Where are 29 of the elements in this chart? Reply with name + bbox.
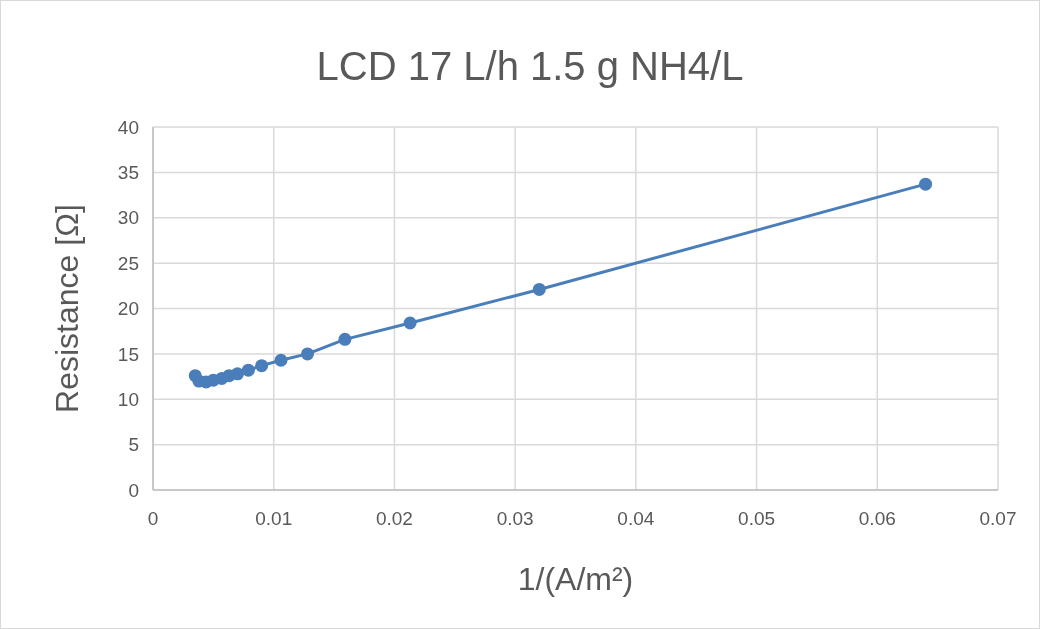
- y-tick-label: 20: [117, 298, 139, 320]
- x-tick-label: 0.01: [255, 508, 293, 529]
- x-tick-label: 0.07: [979, 508, 1017, 529]
- point: [532, 282, 546, 296]
- x-tick-label: 0.02: [375, 508, 413, 529]
- x-tick-label: 0.04: [617, 508, 655, 529]
- point: [231, 367, 244, 381]
- y-tick-label: 25: [117, 252, 139, 274]
- y-tick-label: 0: [128, 479, 139, 501]
- point: [403, 316, 417, 330]
- point: [301, 347, 315, 361]
- y-tick-label: 5: [128, 434, 139, 456]
- x-axis-title: 1/(A/m²): [517, 561, 634, 597]
- y-axis-title: Resistance [Ω]: [49, 204, 85, 413]
- y-tick-label: 30: [117, 207, 139, 229]
- y-tick-label: 35: [117, 162, 139, 184]
- y-tick-label: 15: [117, 343, 139, 365]
- x-tick-label: 0.05: [738, 508, 776, 529]
- y-tick-label: 40: [117, 116, 139, 138]
- point: [274, 353, 288, 367]
- x-tick-label: 0: [147, 508, 159, 529]
- chart-title: LCD 17 L/h 1.5 g NH4/L: [316, 44, 744, 88]
- x-tick-label: 0.06: [858, 508, 896, 529]
- x-tick-label: 0.03: [496, 508, 534, 529]
- point: [338, 332, 352, 346]
- y-tick-label: 10: [117, 388, 139, 410]
- point: [241, 363, 255, 377]
- point: [255, 359, 269, 373]
- point: [919, 177, 933, 191]
